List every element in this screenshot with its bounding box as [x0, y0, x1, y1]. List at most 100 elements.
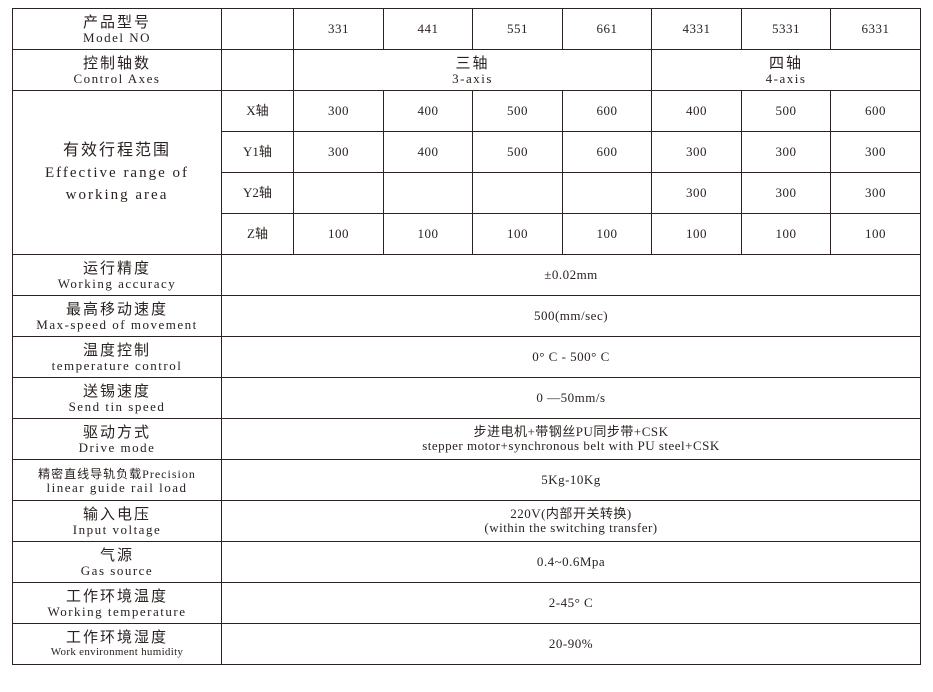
spec-value-line-1: 500(mm/sec) [533, 308, 609, 323]
range-value [383, 172, 473, 214]
spec-label: 气源 Gas source [12, 541, 222, 583]
spec-label: 工作环境湿度 Work environment humidity [12, 623, 222, 665]
model-label: 产品型号 Model NO [12, 8, 222, 50]
spec-value: 0 —50mm/s [221, 377, 921, 419]
range-value: 500 [472, 131, 563, 173]
spec-label-en: temperature control [51, 357, 183, 373]
spec-label-zh: 气源 [99, 547, 134, 564]
range-value: 500 [741, 90, 831, 132]
range-value: 300 [293, 131, 384, 173]
spec-row: 工作环境湿度 Work environment humidity 20-90% [12, 623, 921, 665]
four-axis-cell: 四轴 4-axis [651, 49, 921, 91]
spec-label-en: Working accuracy [57, 275, 177, 291]
range-value: 300 [293, 90, 384, 132]
range-row: Y1轴 300 400 500 600 300 300 300 [13, 131, 921, 173]
spec-value-line-1: ±0.02mm [544, 267, 598, 282]
spec-value-line-1: 5Kg-10Kg [541, 472, 601, 487]
range-section: 有效行程范围 Effective range of working area X轴 30… [12, 90, 921, 255]
four-axis-en: 4-axis [765, 70, 807, 86]
range-value: 300 [741, 172, 831, 214]
axes-label: 控制轴数 Control Axes [12, 49, 222, 91]
model-6331: 6331 [830, 8, 921, 50]
range-value: 600 [562, 90, 652, 132]
spec-label-en: Max-speed of movement [36, 316, 198, 332]
range-value: 500 [472, 90, 563, 132]
range-label-en-1: Effective range of [45, 164, 189, 181]
spec-row: 驱动方式 Drive mode 步进电机+带钢丝PU同步带+CSK stepper m… [12, 418, 921, 460]
three-axis-cell: 三轴 3-axis [293, 49, 652, 91]
range-value: 600 [562, 131, 652, 173]
spec-value-line-1: 220V(内部开关转换) [510, 506, 632, 521]
range-row: Z轴 100 100 100 100 100 100 100 [13, 213, 921, 255]
spec-value-line-1: 2-45° C [548, 595, 594, 610]
empty-cell [221, 49, 294, 91]
spec-row: 气源 Gas source 0.4~0.6Mpa [12, 541, 921, 583]
spec-label-zh: 温度控制 [82, 342, 151, 359]
spec-label: 送锡速度 Send tin speed [12, 377, 222, 419]
model-4331: 4331 [651, 8, 742, 50]
spec-label-zh: 工作环境湿度 [65, 629, 168, 646]
spec-value-line-2: (within the switching transfer) [484, 520, 658, 535]
spec-label: 运行精度 Working accuracy [12, 254, 222, 296]
spec-value: 20-90% [221, 623, 921, 665]
spec-value: 220V(内部开关转换) (within the switching transf… [221, 500, 921, 542]
spec-value: 2-45° C [221, 582, 921, 624]
empty-cell [221, 8, 294, 50]
spec-label: 输入电压 Input voltage [12, 500, 222, 542]
spec-row: 输入电压 Input voltage 220V(内部开关转换) (within the… [12, 500, 921, 542]
model-551: 551 [472, 8, 563, 50]
range-value: 400 [383, 90, 473, 132]
range-row: Y2轴 300 300 300 [13, 172, 921, 214]
spec-label-en: Input voltage [72, 521, 162, 537]
range-value [293, 172, 384, 214]
spec-value: 步进电机+带钢丝PU同步带+CSK stepper motor+synchrono… [221, 418, 921, 460]
range-value: 100 [472, 213, 563, 255]
range-row: 有效行程范围 Effective range of working area X轴 30… [12, 90, 921, 255]
range-value: 300 [830, 172, 921, 214]
spec-value-line-1: 0 —50mm/s [536, 390, 606, 405]
range-value: 300 [651, 172, 742, 214]
spec-label-zh: 运行精度 [82, 260, 151, 277]
range-value: 100 [741, 213, 831, 255]
range-value: 300 [830, 131, 921, 173]
range-value: 400 [383, 131, 473, 173]
spec-label-en: Gas source [80, 562, 154, 578]
range-label-zh: 有效行程范围 [62, 141, 171, 159]
spec-value-line-2: stepper motor+synchronous belt with PU s… [422, 438, 720, 453]
spec-value-line-1: 20-90% [548, 636, 594, 651]
three-axis-en: 3-axis [452, 70, 493, 86]
range-value: 100 [830, 213, 921, 255]
spec-row: 工作环境温度 Working temperature 2-45° C [12, 582, 921, 624]
spec-label: 最高移动速度 Max-speed of movement [12, 295, 222, 337]
axis-label: Y1轴 [221, 131, 294, 173]
spec-value-line-1: 0° C - 500° C [532, 349, 610, 364]
axis-label: X轴 [221, 90, 294, 132]
range-label-en-2: working area [65, 186, 169, 203]
spec-label-zh: 输入电压 [82, 506, 151, 523]
spec-label-zh: 工作环境温度 [65, 588, 168, 605]
spec-section: 运行精度 Working accuracy ±0.02mm 最高移动速度 Max-spe… [12, 254, 921, 665]
model-label-en: Model NO [83, 29, 151, 45]
range-value: 100 [651, 213, 742, 255]
spec-label: 温度控制 temperature control [12, 336, 222, 378]
spec-label-en: linear guide rail load [46, 479, 188, 495]
spec-label: 工作环境温度 Working temperature [12, 582, 222, 624]
spec-value: 5Kg-10Kg [221, 459, 921, 501]
range-value [562, 172, 652, 214]
model-331: 331 [293, 8, 384, 50]
spec-label-en: Work environment humidity [50, 645, 184, 658]
three-axis-zh: 三轴 [455, 55, 490, 72]
spec-value: ±0.02mm [221, 254, 921, 296]
spec-label-zh: 精密直线导轨负载Precision [38, 466, 196, 481]
spec-row: 精密直线导轨负载Precision linear guide rail load 5… [12, 459, 921, 501]
range-value [472, 172, 563, 214]
range-value: 300 [651, 131, 742, 173]
spec-row: 最高移动速度 Max-speed of movement 500(mm/sec) [12, 295, 921, 337]
spec-label-en: Drive mode [78, 439, 156, 455]
axes-label-zh: 控制轴数 [82, 55, 151, 72]
spec-label-zh: 最高移动速度 [65, 301, 168, 318]
axes-label-en: Control Axes [73, 70, 161, 86]
spec-row: 温度控制 temperature control 0° C - 500° C [12, 336, 921, 378]
spec-row: 运行精度 Working accuracy ±0.02mm [12, 254, 921, 296]
spec-table: 产品型号 Model NO 331 441 551 661 4331 5331 6… [12, 8, 921, 665]
